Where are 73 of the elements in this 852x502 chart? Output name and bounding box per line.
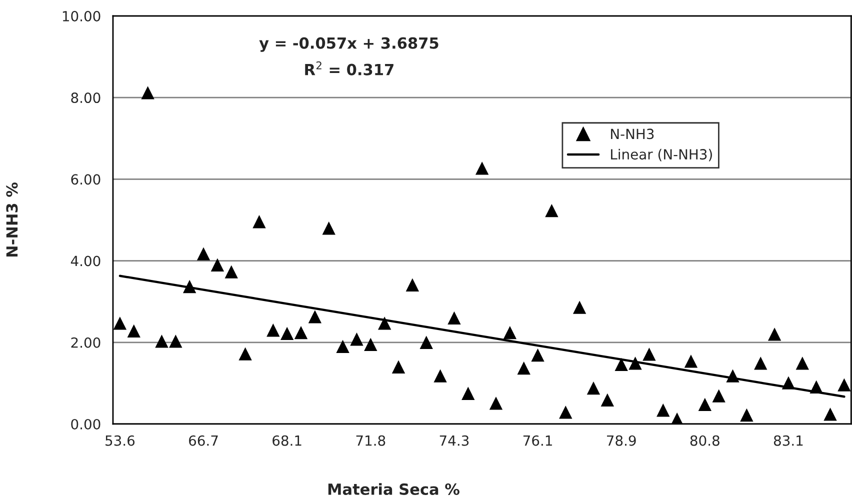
point [448, 311, 461, 324]
point [489, 396, 503, 410]
point [420, 336, 433, 349]
point [196, 247, 210, 260]
x-tick-label: 76.1 [523, 435, 552, 446]
point [252, 215, 266, 228]
x-tick-label: 74.3 [440, 435, 469, 446]
point [614, 358, 628, 372]
point [113, 316, 127, 330]
point [322, 222, 336, 235]
point [308, 310, 322, 324]
x-tick-label: 71.8 [356, 435, 386, 446]
point [182, 280, 196, 294]
point [782, 376, 796, 390]
point [280, 326, 294, 340]
x-tick-label: 53.6 [106, 435, 135, 446]
x-tick-label: 83.1 [774, 435, 803, 446]
point [462, 386, 475, 400]
y-tick-label: 10.00 [62, 10, 100, 22]
y-tick-label: 4.00 [70, 256, 100, 266]
point [656, 404, 670, 417]
x-tick-label: 78.9 [607, 435, 636, 446]
y-tick-label: 8.00 [71, 92, 100, 104]
y-tick-label: 6.00 [71, 174, 100, 185]
y-axis-title: N-NH3 % [6, 182, 18, 257]
point [768, 328, 782, 341]
point [628, 356, 642, 370]
point [642, 348, 656, 361]
point [406, 278, 420, 292]
point [531, 348, 544, 362]
point [600, 393, 614, 407]
x-tick-label: 68.1 [272, 435, 302, 446]
point [824, 408, 837, 421]
y-tick-label: 2.00 [71, 337, 100, 348]
point [210, 258, 224, 272]
annotation: R$^{2}$ = 0.317 [305, 61, 394, 76]
point [559, 406, 572, 419]
point [336, 340, 350, 354]
y-tick-label: 0.00 [71, 418, 100, 430]
point [169, 334, 182, 348]
point [503, 326, 517, 340]
point [684, 354, 698, 368]
x-tick-label: 80.8 [690, 435, 720, 446]
point [545, 204, 558, 218]
point [796, 356, 809, 370]
point [294, 326, 308, 340]
point [754, 356, 768, 370]
point [350, 332, 364, 346]
point [586, 381, 600, 395]
point [434, 369, 447, 382]
legend-label: N-NH3 [611, 128, 654, 140]
point [127, 324, 140, 338]
point [141, 86, 154, 100]
point [517, 362, 530, 375]
point [392, 360, 406, 374]
point [224, 265, 238, 278]
point [364, 338, 378, 352]
point [712, 389, 726, 402]
point [378, 316, 392, 330]
point [155, 334, 168, 348]
point [810, 380, 823, 394]
x-tick-label: 66.7 [189, 435, 218, 446]
point [838, 378, 851, 392]
point [740, 408, 754, 422]
point [726, 369, 740, 382]
point [572, 300, 586, 314]
point [698, 398, 712, 411]
legend-label: Linear (N-NH3) [611, 148, 712, 162]
point [475, 162, 489, 175]
point [238, 347, 252, 360]
x-axis-title: Materia Seca % [328, 483, 460, 495]
point [266, 324, 280, 337]
annotation: y = -0.057x + 3.6875 [259, 37, 438, 52]
